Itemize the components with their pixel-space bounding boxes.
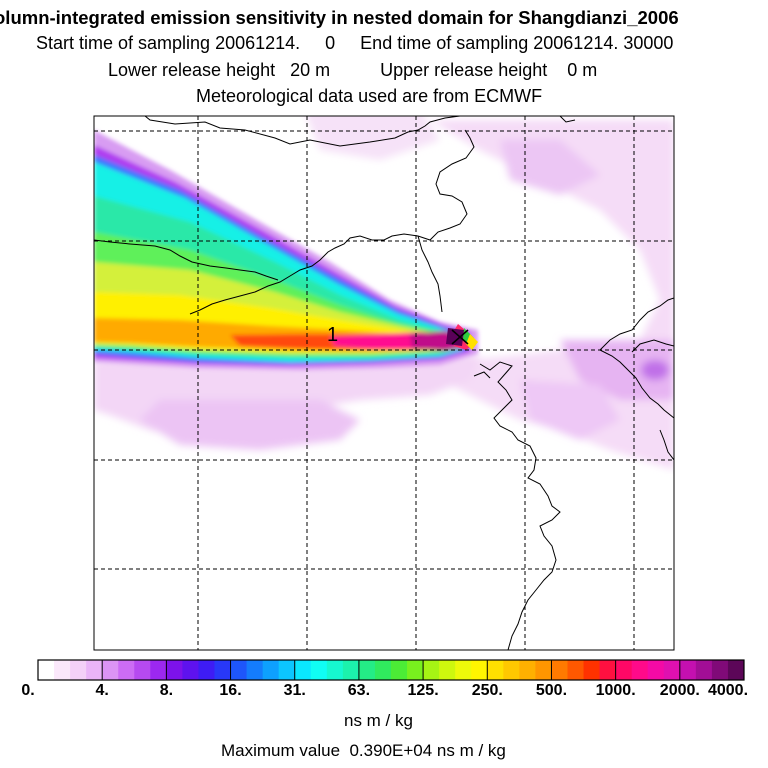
colorbar-swatch xyxy=(134,660,151,680)
colorbar-swatch xyxy=(727,660,745,680)
colorbar-swatch xyxy=(150,660,167,680)
colorbar-swatch xyxy=(262,660,280,680)
colorbar-swatch xyxy=(358,660,376,680)
colorbar-swatch xyxy=(599,660,617,680)
colorbar-swatch xyxy=(695,660,713,680)
release-site-marker xyxy=(451,329,469,345)
colorbar-tick-label: 16. xyxy=(219,682,242,699)
colorbar-tick-label: 4000. xyxy=(707,682,749,699)
colorbar-tick-label: 4. xyxy=(95,682,109,699)
colorbar-tick-label: 2000. xyxy=(659,682,700,699)
colorbar-swatch xyxy=(519,660,536,680)
colorbar-swatch xyxy=(615,660,633,680)
plot-frame xyxy=(93,115,675,651)
plot-title: olumn-integrated emission sensitivity in… xyxy=(0,7,679,28)
colorbar-swatch xyxy=(711,660,729,680)
colorbar-swatch xyxy=(407,660,424,680)
colorbar-swatch xyxy=(246,660,264,680)
colorbar-swatch xyxy=(310,660,328,680)
colorbar-tick-label: 125. xyxy=(407,682,439,699)
colorbar-swatch xyxy=(118,660,135,680)
colorbar-tick-label: 8. xyxy=(159,682,174,699)
colorbar-swatch xyxy=(230,660,248,680)
colorbar-swatch xyxy=(326,660,344,680)
colorbar-swatch xyxy=(342,660,360,680)
colorbar-swatch xyxy=(567,660,585,680)
colorbar-swatch xyxy=(294,660,312,680)
colorbar-tick-label: 31. xyxy=(283,682,306,699)
colorbar-swatch xyxy=(86,660,103,680)
colorbar-unit: ns m / kg xyxy=(344,711,413,730)
colorbar-swatch xyxy=(503,660,520,680)
colorbar-tick-label: 63. xyxy=(347,682,371,699)
lat-lon-grid xyxy=(94,116,674,650)
maximum-value-text: Maximum value 0.390E+04 ns m / kg xyxy=(221,741,506,760)
colorbar-swatch xyxy=(423,660,440,680)
colorbar-swatch xyxy=(391,660,408,680)
release-height-line: Lower release height 20 m Upper release … xyxy=(108,60,598,80)
receptor-patch xyxy=(446,324,478,350)
release-label: 1 xyxy=(327,324,338,346)
colorbar-tick-label: 0. xyxy=(21,682,35,699)
colorbar-tick-label: 250. xyxy=(471,682,503,699)
coastlines xyxy=(94,116,674,650)
colorbar-swatch xyxy=(102,660,119,680)
colorbar-swatch xyxy=(374,660,392,680)
colorbar-swatch xyxy=(439,660,456,680)
colorbar-swatch xyxy=(70,660,87,680)
meteorological-data-line: Meteorological data used are from ECMWF xyxy=(196,86,543,106)
colorbar-swatch xyxy=(278,660,296,680)
colorbar-swatch xyxy=(455,660,472,680)
sampling-time-line: Start time of sampling 20061214. 0 End t… xyxy=(36,33,674,53)
colorbar-swatch xyxy=(54,660,71,680)
colorbar-tick-label: 1000. xyxy=(595,682,636,699)
colorbar-swatch xyxy=(679,660,697,680)
colorbar-swatch xyxy=(535,660,552,680)
colorbar-swatch xyxy=(647,660,665,680)
colorbar-swatch xyxy=(631,660,649,680)
colorbar-tick-label: 500. xyxy=(535,682,568,699)
colorbar xyxy=(37,659,745,681)
colorbar-swatch xyxy=(663,660,681,680)
colorbar-swatch xyxy=(166,660,183,680)
colorbar-swatch xyxy=(551,660,568,680)
colorbar-swatch xyxy=(583,660,601,680)
colorbar-frame xyxy=(37,659,745,681)
plot-area xyxy=(94,116,674,650)
colorbar-swatch xyxy=(38,660,55,680)
colorbar-swatch xyxy=(487,660,504,680)
colorbar-swatch xyxy=(471,660,488,680)
colorbar-swatch xyxy=(182,660,199,680)
colorbar-swatch xyxy=(198,660,215,680)
colorbar-swatch xyxy=(214,660,232,680)
plume xyxy=(94,130,478,370)
